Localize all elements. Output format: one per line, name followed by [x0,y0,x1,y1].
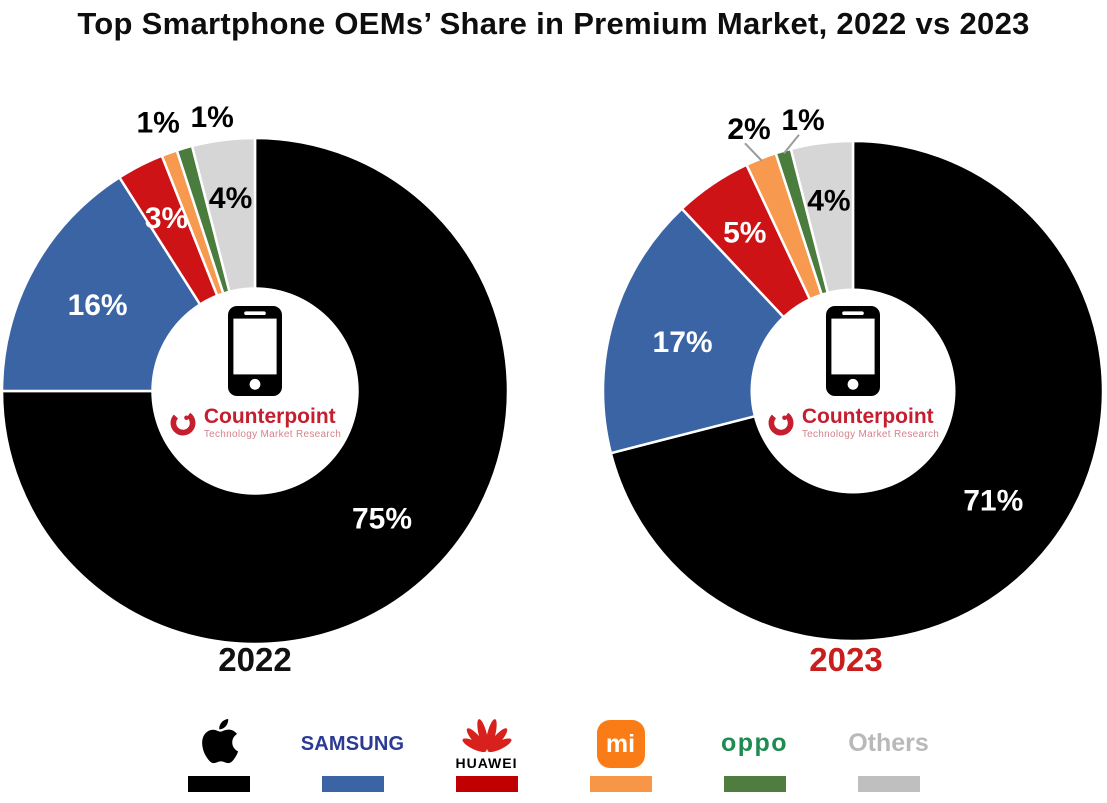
leader-line-oppo [783,134,800,154]
donut-chart-2023: 71% 17% 5% 2% 1% 4% [601,104,1105,643]
slice-label-xiaomi: 2% [727,113,770,146]
slice-label-huawei: 5% [723,216,766,249]
legend-swatch-samsung [321,776,384,792]
slice-label-others: 4% [209,182,252,215]
legend-item-others: Others [841,706,937,792]
slice-label-apple: 75% [352,503,412,536]
xiaomi-logo-icon: mi [596,720,645,768]
donut-hole [750,288,956,494]
legend-swatch-others [857,776,920,792]
chart-title: Top Smartphone OEMs’ Share in Premium Ma… [77,6,1030,41]
donut-chart-2022: 75% 16% 3% 1% 1% 4% [0,101,510,646]
legend-swatch-apple [187,776,250,792]
legend-swatch-huawei [455,776,518,792]
legend: SAMSUNG HUA [0,706,1107,792]
huawei-logo-icon [461,719,512,753]
leader-line-xiaomi [744,142,763,162]
apple-logo-icon [196,706,242,770]
legend-item-xiaomi: mi [573,706,669,792]
legend-item-huawei: HUAWEI [439,706,535,792]
slice-label-others: 4% [807,185,850,218]
slice-label-xiaomi: 1% [136,107,179,140]
slice-label-huawei: 3% [145,202,188,235]
legend-item-samsung: SAMSUNG [301,706,404,792]
legend-swatch-oppo [723,776,786,792]
slice-label-samsung: 17% [653,326,713,359]
slice-label-samsung: 16% [68,289,128,322]
samsung-logo-text: SAMSUNG [300,733,405,755]
legend-item-oppo: oppo [707,706,803,792]
slice-label-oppo: 1% [190,101,233,134]
legend-swatch-xiaomi [589,776,652,792]
slice-label-apple: 71% [963,484,1023,517]
others-label: Others [848,729,929,757]
legend-item-apple [171,706,267,792]
huawei-logo-text: HUAWEI [455,755,518,771]
year-label-2022: 2022 [218,641,292,678]
oppo-logo-text: oppo [720,729,789,757]
slice-label-oppo: 1% [781,104,824,137]
donut-hole [151,287,359,495]
year-label-2023: 2023 [809,641,883,678]
